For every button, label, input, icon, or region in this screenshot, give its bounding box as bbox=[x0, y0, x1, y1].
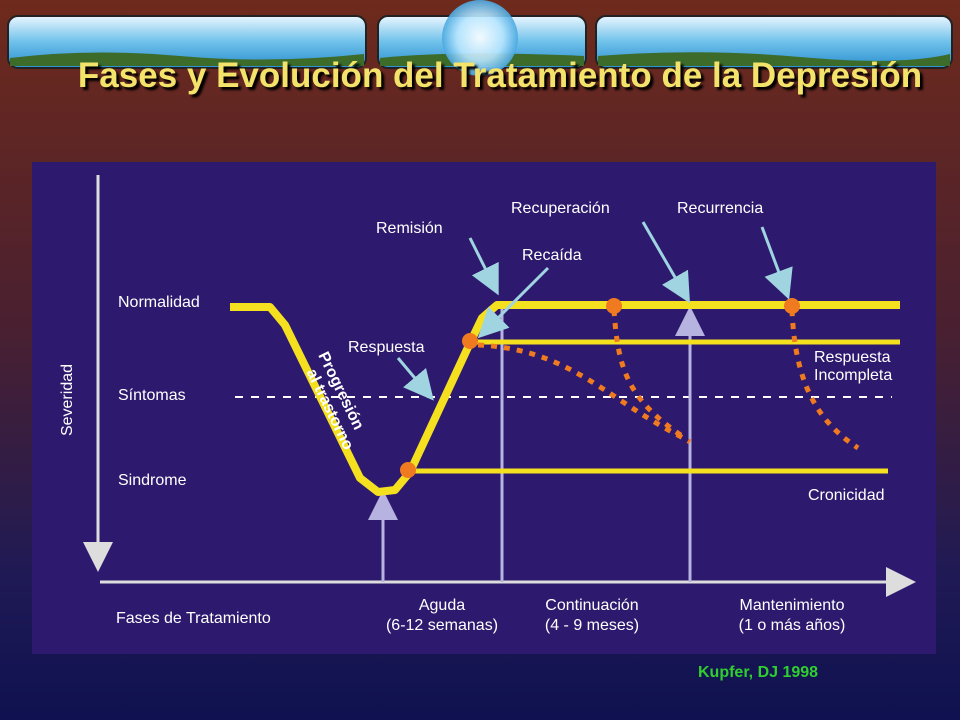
progression-text: Progresión bbox=[314, 349, 366, 432]
annotation: Recuperación bbox=[511, 200, 610, 217]
phase-name: Continuación bbox=[545, 597, 638, 614]
point bbox=[400, 462, 416, 478]
recovery-drop-curve bbox=[611, 309, 687, 441]
arrow bbox=[760, 226, 793, 300]
arrow bbox=[396, 357, 434, 401]
severity-curve bbox=[230, 301, 900, 496]
diagram-panel bbox=[32, 162, 936, 654]
level-label: Sindrome bbox=[118, 472, 187, 489]
y-axis-label: Severidad bbox=[59, 364, 76, 436]
relapse-curve bbox=[477, 342, 692, 445]
level-label: Síntomas bbox=[118, 387, 186, 404]
arrow bbox=[468, 237, 499, 296]
point bbox=[606, 298, 622, 314]
arrow bbox=[477, 266, 550, 339]
header-decor bbox=[7, 0, 953, 76]
progression-text: al trastorno bbox=[303, 366, 357, 453]
citation: Kupfer, DJ 1998 bbox=[698, 664, 819, 681]
progression-label: Progresión al trastorno bbox=[303, 349, 367, 453]
x-axis-label: Fases de Tratamiento bbox=[116, 610, 271, 627]
annotation: Respuesta bbox=[348, 339, 425, 356]
phase-name: Aguda bbox=[419, 597, 465, 614]
annotation: Recaída bbox=[522, 247, 582, 264]
level-label: Normalidad bbox=[118, 294, 200, 311]
phase-duration: (4 - 9 meses) bbox=[545, 617, 639, 634]
outcome-label: Incompleta bbox=[814, 367, 892, 384]
outcome-label: Respuesta bbox=[814, 349, 891, 366]
outcome-label: Cronicidad bbox=[808, 487, 884, 504]
phase-duration: (6-12 semanas) bbox=[386, 617, 498, 634]
annotation: Recurrencia bbox=[677, 200, 763, 217]
point bbox=[784, 298, 800, 314]
phase-duration: (1 o más años) bbox=[739, 617, 846, 634]
arrow bbox=[641, 221, 691, 304]
phase-name: Mantenimiento bbox=[740, 597, 845, 614]
sky-panel bbox=[7, 15, 367, 69]
title: Fases y Evolución del Tratamiento de la … bbox=[77, 56, 923, 95]
annotation: Remisión bbox=[376, 220, 443, 237]
point bbox=[462, 333, 478, 349]
recurrence-curve bbox=[789, 309, 860, 451]
sky-panel bbox=[595, 15, 953, 69]
globe bbox=[442, 0, 518, 76]
